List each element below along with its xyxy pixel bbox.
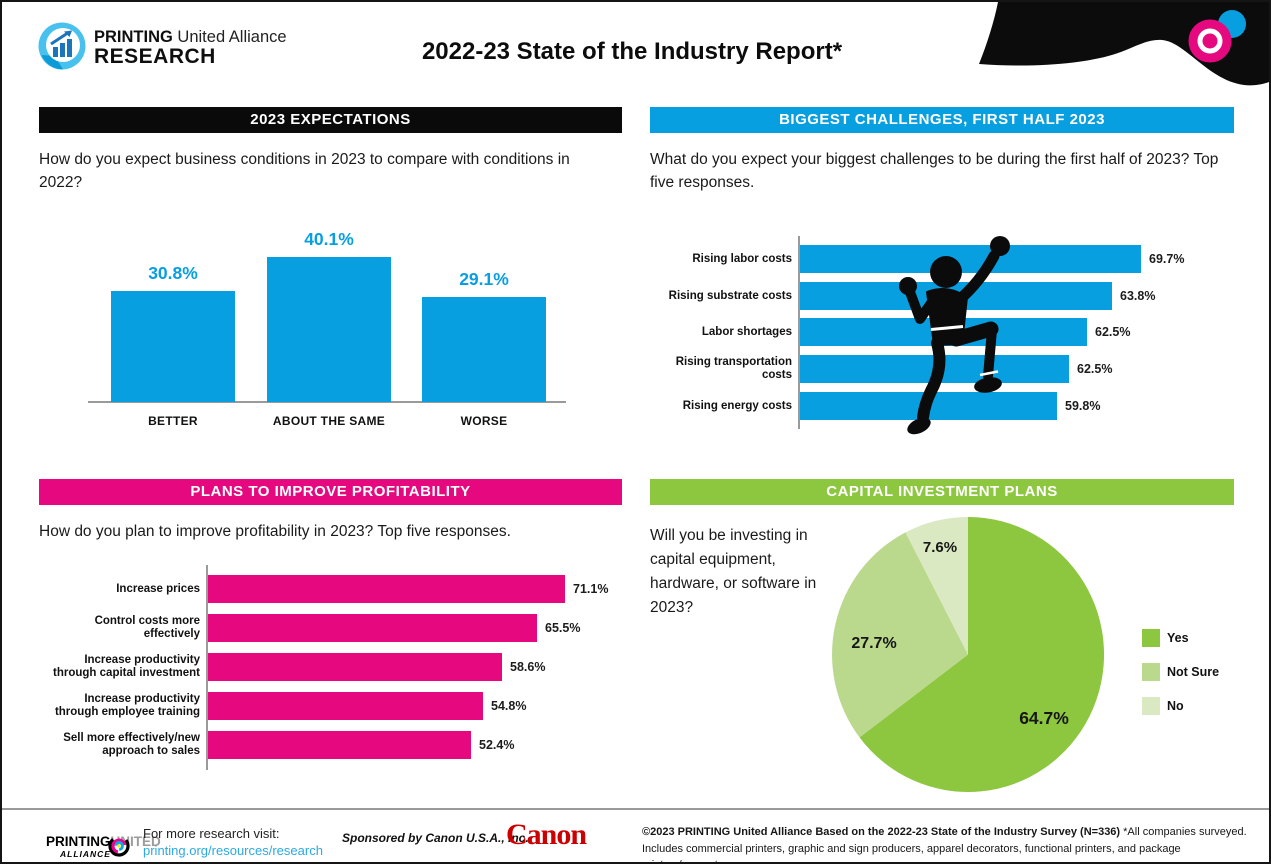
legend-swatch-yes: [1142, 629, 1160, 647]
row-label: Sell more effectively/new approach to sa…: [63, 732, 200, 757]
copyright-note: *All companies surveyed.: [1120, 826, 1247, 838]
row-value: 62.5%: [1095, 325, 1131, 339]
row-value: 59.8%: [1065, 399, 1101, 413]
brand-name-bold: PRINTING: [94, 28, 173, 46]
copyright-bold: ©2023 PRINTING United Alliance Based on …: [642, 826, 1121, 838]
corner-swoosh-decoration: [979, 2, 1269, 86]
legend-swatch-no: [1142, 697, 1160, 715]
bar-about-the-same: [267, 257, 391, 402]
row-bar: [208, 692, 483, 720]
copyright-text: ©2023 PRINTING United Alliance Based on …: [642, 824, 1256, 863]
y-axis-line: [206, 565, 208, 770]
visit-label: For more research visit:: [143, 826, 280, 841]
copyright-line2: Includes commercial printers, graphic an…: [642, 842, 1181, 863]
copyright-line1: ©2023 PRINTING United Alliance Based on …: [642, 824, 1256, 841]
page-title: 2022-23 State of the Industry Report*: [421, 38, 843, 65]
row-value: 65.5%: [545, 621, 581, 635]
row-label: Rising labor costs: [692, 252, 792, 265]
row-label: Increase prices: [116, 582, 200, 595]
bar-worse: [422, 297, 546, 402]
row-label: Rising substrate costs: [668, 289, 792, 302]
expectations-question: How do you expect business conditions in…: [39, 151, 570, 191]
pie-value-yes: 64.7%: [1019, 708, 1069, 728]
pie-value-not-sure: 27.7%: [851, 635, 897, 652]
chart-row: Increase productivity through capital in…: [39, 653, 622, 681]
capital-question: Will you be investing in capital equipme…: [650, 527, 817, 616]
row-label: Rising transportation costs: [675, 356, 792, 381]
challenges-question: What do you expect your biggest challeng…: [650, 151, 1219, 191]
climber-silhouette: [899, 236, 1010, 435]
row-value: 58.6%: [510, 660, 546, 674]
alliance-logo-bold: PRINTING: [46, 834, 111, 849]
row-label: Rising energy costs: [682, 399, 792, 412]
row-value: 71.1%: [573, 582, 609, 596]
bar-better: [111, 291, 235, 402]
bar-value-label: 29.1%: [459, 269, 509, 289]
row-bar: [800, 245, 1141, 273]
bar-category-label: ABOUT THE SAME: [272, 414, 386, 428]
bar-category-label: BETTER: [148, 414, 198, 428]
chart-row: Increase prices 71.1%: [39, 575, 622, 603]
row-value: 69.7%: [1149, 252, 1185, 266]
alliance-swirl-icon: [108, 835, 130, 857]
row-label: Labor shortages: [701, 325, 792, 338]
pie-value-no: 7.6%: [922, 539, 958, 556]
bar-category-label: WORSE: [460, 414, 508, 428]
row-bar: [208, 653, 502, 681]
bar-value-label: 40.1%: [304, 229, 354, 249]
row-label: Increase productivity through employee t…: [54, 693, 200, 718]
capital-banner: CAPITAL INVESTMENT PLANS: [650, 479, 1234, 505]
legend-label-yes: Yes: [1167, 631, 1189, 645]
pie-slice-no: [905, 517, 968, 655]
research-link[interactable]: printing.org/resources/research: [143, 843, 323, 858]
pie-slice-yes: [859, 517, 1104, 792]
canon-logo: Canon: [506, 818, 587, 851]
brand-sub: RESEARCH: [94, 45, 216, 68]
alliance-logo-sub: ALLIANCE: [60, 849, 111, 859]
brand-name-rest: United Alliance: [172, 28, 287, 46]
chart-row: Increase productivity through employee t…: [39, 692, 622, 720]
row-value: 54.8%: [491, 699, 527, 713]
legend-label-no: No: [1167, 699, 1184, 713]
challenges-banner: BIGGEST CHALLENGES, FIRST HALF 2023: [650, 107, 1234, 133]
bar-value-label: 30.8%: [148, 263, 198, 283]
chart-row: Rising labor costs 69.7%: [650, 245, 1234, 273]
row-value: 62.5%: [1077, 362, 1113, 376]
row-bar: [208, 614, 537, 642]
pie-chart: [832, 517, 1104, 792]
sponsor-text: Sponsored by Canon U.S.A., Inc.: [342, 831, 529, 845]
row-label: Control costs more effectively: [94, 615, 200, 640]
y-axis-line: [798, 236, 800, 429]
research-logo-icon: [38, 22, 86, 70]
row-label: Increase productivity through capital in…: [53, 654, 200, 679]
row-bar: [208, 731, 471, 759]
expectations-banner: 2023 EXPECTATIONS: [39, 107, 622, 133]
legend-label-not-sure: Not Sure: [1167, 665, 1220, 679]
chart-row: Control costs more effectively 65.5%: [39, 614, 622, 642]
row-value: 52.4%: [479, 738, 515, 752]
profitability-question: How do you plan to improve profitability…: [39, 523, 511, 540]
target-dot-icon: [1202, 33, 1218, 49]
footer-divider: [2, 808, 1269, 810]
profitability-banner: PLANS TO IMPROVE PROFITABILITY: [39, 479, 622, 505]
brand-name: PRINTING United Alliance: [94, 28, 287, 47]
chart-row: Sell more effectively/new approach to sa…: [39, 731, 622, 759]
row-bar: [208, 575, 565, 603]
x-axis-line: [88, 401, 566, 403]
row-value: 63.8%: [1120, 289, 1156, 303]
legend-swatch-not-sure: [1142, 663, 1160, 681]
pie-slice-not-sure: [832, 532, 968, 738]
